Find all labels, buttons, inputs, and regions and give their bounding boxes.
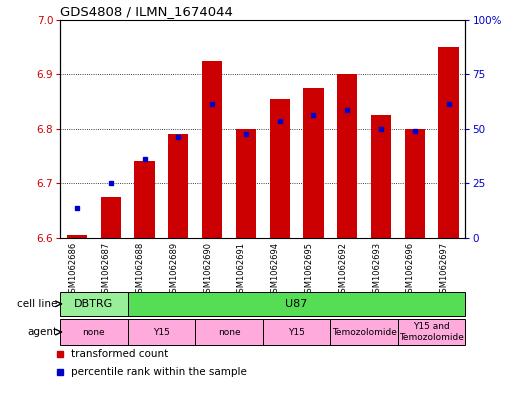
Bar bbox=[405, 129, 425, 238]
Text: GSM1062687: GSM1062687 bbox=[102, 242, 111, 298]
Text: none: none bbox=[218, 328, 241, 336]
Text: GSM1062695: GSM1062695 bbox=[304, 242, 313, 298]
Text: GSM1062688: GSM1062688 bbox=[135, 242, 144, 298]
Text: DBTRG: DBTRG bbox=[74, 299, 113, 309]
Text: GSM1062693: GSM1062693 bbox=[372, 242, 381, 298]
Text: GSM1062690: GSM1062690 bbox=[203, 242, 212, 298]
Bar bbox=[398, 319, 465, 345]
Text: GSM1062696: GSM1062696 bbox=[406, 242, 415, 298]
Bar bbox=[60, 319, 128, 345]
Bar bbox=[195, 319, 263, 345]
Bar bbox=[438, 47, 459, 238]
Text: Temozolomide: Temozolomide bbox=[332, 328, 396, 336]
Text: percentile rank within the sample: percentile rank within the sample bbox=[71, 367, 246, 377]
Text: GSM1062692: GSM1062692 bbox=[338, 242, 347, 298]
Text: transformed count: transformed count bbox=[71, 349, 168, 359]
Text: cell line: cell line bbox=[17, 299, 58, 309]
Bar bbox=[303, 88, 324, 238]
Bar bbox=[202, 61, 222, 238]
Bar bbox=[331, 319, 398, 345]
Text: GDS4808 / ILMN_1674044: GDS4808 / ILMN_1674044 bbox=[60, 6, 233, 18]
Bar bbox=[263, 319, 331, 345]
Text: GSM1062689: GSM1062689 bbox=[169, 242, 178, 298]
Bar bbox=[100, 197, 121, 238]
Bar bbox=[371, 115, 391, 238]
Text: none: none bbox=[83, 328, 105, 336]
Text: GSM1062697: GSM1062697 bbox=[439, 242, 449, 298]
Text: Y15: Y15 bbox=[288, 328, 305, 336]
Bar bbox=[168, 134, 188, 238]
Bar bbox=[67, 235, 87, 238]
Bar bbox=[337, 74, 357, 238]
Bar bbox=[60, 292, 128, 316]
Text: Y15 and
Temozolomide: Y15 and Temozolomide bbox=[399, 322, 464, 342]
Text: Y15: Y15 bbox=[153, 328, 170, 336]
Bar bbox=[269, 99, 290, 238]
Text: GSM1062691: GSM1062691 bbox=[237, 242, 246, 298]
Bar bbox=[128, 292, 465, 316]
Bar bbox=[236, 129, 256, 238]
Text: GSM1062694: GSM1062694 bbox=[271, 242, 280, 298]
Bar bbox=[134, 162, 155, 238]
Text: agent: agent bbox=[27, 327, 58, 337]
Bar bbox=[128, 319, 195, 345]
Text: GSM1062686: GSM1062686 bbox=[68, 242, 77, 298]
Text: U87: U87 bbox=[286, 299, 308, 309]
